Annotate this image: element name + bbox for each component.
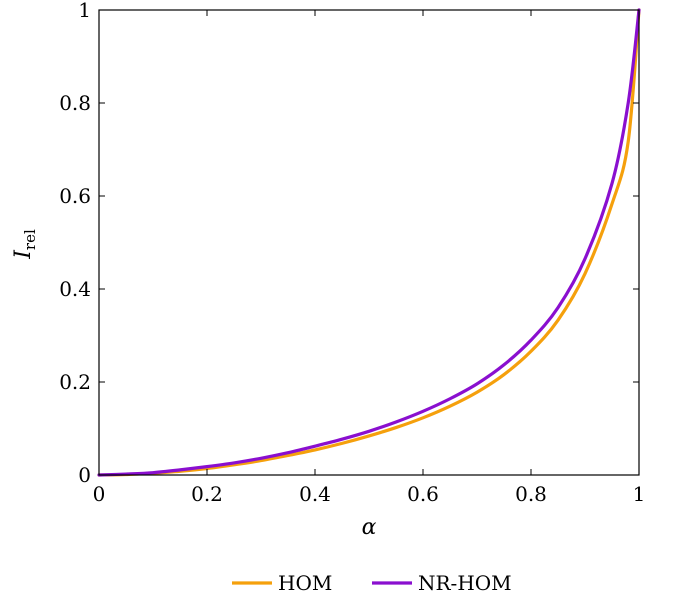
- y-axis-title: Irel: [11, 229, 39, 260]
- series-line-nr-hom: [97, 8, 641, 477]
- y-tick-label: 0.8: [59, 91, 91, 115]
- x-tick-label: 0.4: [299, 482, 331, 506]
- y-tick-label: 0.2: [59, 370, 91, 394]
- y-axis-title-sub: rel: [21, 229, 39, 250]
- x-tick-label: 0: [93, 482, 106, 506]
- y-tick-label: 1: [78, 0, 91, 22]
- plot-lines: [97, 8, 641, 477]
- tick-labels: 0 0.2 0.4 0.6 0.8 1 0 0.2 0.4 0.6 0.8 1: [59, 0, 645, 506]
- svg-text:Irel: Irel: [11, 229, 39, 260]
- plot-frame: [98, 9, 640, 476]
- x-tick-label: 0.8: [515, 482, 547, 506]
- ticks: [98, 9, 640, 476]
- y-tick-label: 0: [78, 463, 91, 487]
- y-tick-label: 0.6: [59, 184, 91, 208]
- legend-label-hom: HOM: [278, 571, 332, 595]
- x-axis-title: α: [362, 515, 377, 540]
- legend-label-nr-hom: NR-HOM: [418, 571, 512, 595]
- y-axis-title-main: I: [11, 249, 36, 260]
- x-tick-label: 0.6: [407, 482, 439, 506]
- legend: HOM NR-HOM: [232, 571, 512, 595]
- x-tick-label: 1: [633, 482, 646, 506]
- x-tick-label: 0.2: [191, 482, 223, 506]
- y-tick-label: 0.4: [59, 277, 91, 301]
- series-line-hom: [97, 8, 641, 477]
